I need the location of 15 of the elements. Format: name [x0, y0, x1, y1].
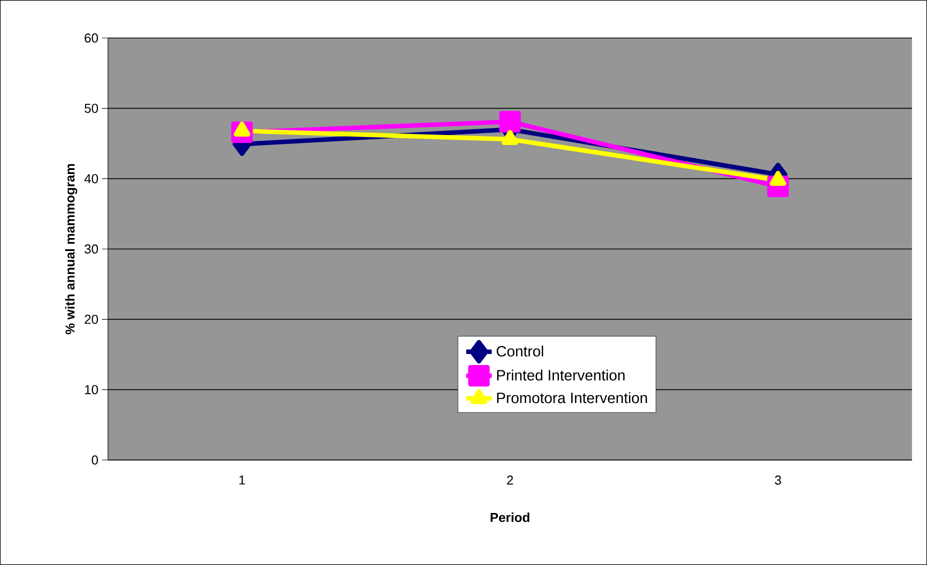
- legend-label: Promotora Intervention: [497, 392, 647, 404]
- x-tick-label: 1: [239, 476, 245, 484]
- x-axis-title: Period: [490, 512, 530, 522]
- x-tick-label: 3: [774, 476, 782, 485]
- y-tick-label: 40: [84, 174, 98, 184]
- x-tick-label: 2: [507, 476, 513, 485]
- legend-label: Control: [496, 346, 544, 357]
- y-tick-label: 0: [92, 455, 98, 465]
- y-tick-label: 20: [84, 314, 98, 324]
- y-tick-label: 50: [84, 104, 98, 113]
- y-tick-label: 10: [85, 385, 98, 394]
- legend-label: Printed Intervention: [497, 370, 625, 381]
- y-axis-title: % with annual mammogram: [65, 164, 78, 334]
- y-tick-label: 60: [84, 33, 98, 43]
- y-tick-label: 30: [84, 244, 98, 254]
